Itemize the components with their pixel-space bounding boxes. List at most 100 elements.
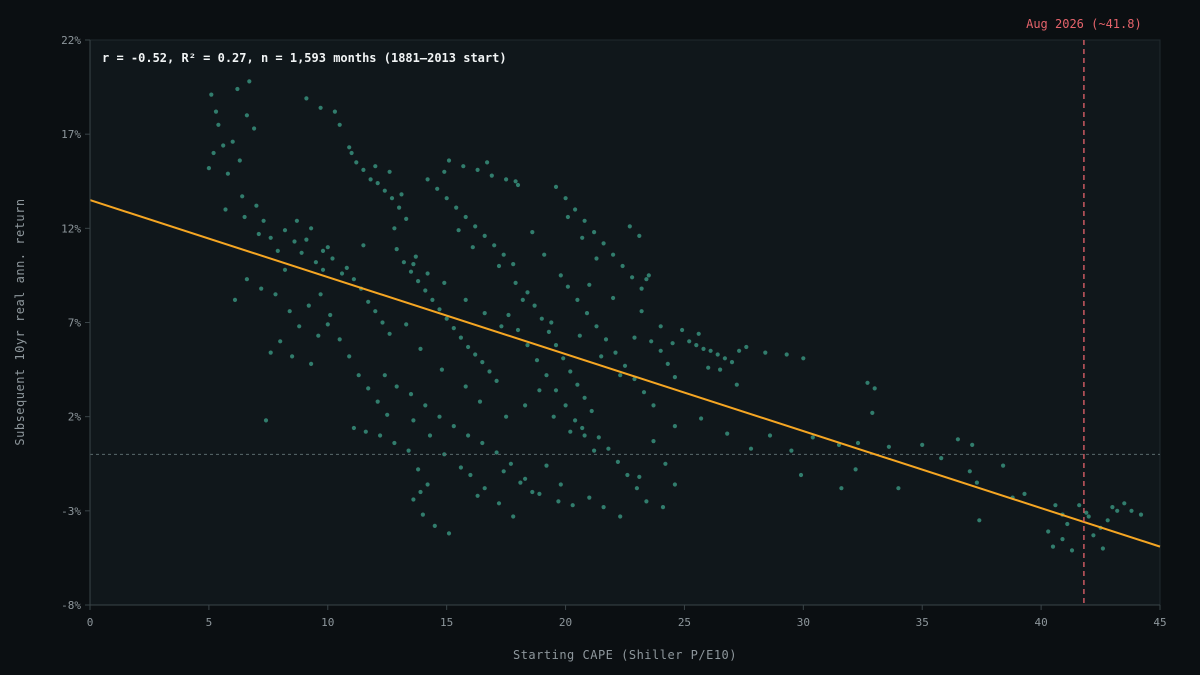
scatter-point-240	[1115, 508, 1120, 513]
scatter-point-168	[618, 514, 623, 519]
scatter-point-277	[542, 252, 547, 257]
scatter-point-162	[615, 459, 621, 464]
scatter-point-223	[955, 437, 961, 442]
scatter-point-110	[466, 433, 471, 438]
scatter-point-94	[463, 214, 468, 220]
y-axis-ticks: -8% -3% 2% 7% 12% 17% 22%	[61, 34, 90, 612]
scatter-point-116	[468, 472, 473, 478]
scatter-point-51	[382, 188, 387, 193]
scatter-point-208	[767, 433, 773, 438]
scatter-point-151	[575, 297, 580, 302]
scatter-point-95	[473, 224, 478, 229]
y-axis-title: Subsequent 10yr real ann. return	[13, 198, 27, 445]
scatter-point-130	[506, 312, 511, 318]
scatter-point-5	[237, 158, 242, 163]
scatter-point-150	[565, 284, 571, 289]
scatter-point-217	[853, 467, 858, 472]
scatter-point-311	[618, 373, 623, 378]
scatter-point-6	[244, 113, 249, 118]
scatter-point-211	[810, 435, 815, 440]
scatter-point-59	[356, 373, 361, 378]
scatter-point-189	[722, 356, 728, 361]
scatter-point-254	[223, 207, 228, 212]
scatter-point-304	[425, 271, 430, 276]
scatter-point-178	[639, 309, 644, 314]
scatter-point-205	[699, 416, 704, 421]
scatter-point-236	[1084, 510, 1089, 515]
scatter-point-313	[611, 295, 616, 301]
scatter-point-308	[549, 320, 554, 325]
scatter-point-165	[644, 499, 649, 504]
scatter-point-227	[977, 518, 982, 523]
scatter-point-173	[544, 463, 549, 468]
scatter-point-229	[1022, 491, 1027, 496]
scatter-point-219	[886, 444, 892, 449]
scatter-point-226	[967, 469, 972, 474]
scatter-point-81	[437, 307, 442, 312]
scatter-point-273	[456, 228, 461, 233]
scatter-point-79	[423, 288, 428, 293]
scatter-point-20	[320, 267, 326, 272]
scatter-point-18	[304, 237, 309, 242]
scatter-point-97	[492, 243, 497, 248]
scatter-point-305	[411, 262, 416, 267]
scatter-point-119	[511, 514, 516, 519]
scatter-point-175	[627, 224, 632, 229]
scatter-point-122	[539, 316, 544, 321]
scatter-point-176	[637, 233, 642, 238]
scatter-point-22	[259, 286, 264, 291]
scatter-point-307	[520, 297, 525, 302]
x-tick-label-0: 0	[87, 616, 94, 629]
scatter-point-111	[480, 440, 485, 446]
scatter-point-179	[649, 339, 654, 344]
scatter-point-50	[375, 181, 380, 186]
scatter-point-161	[606, 446, 611, 451]
scatter-point-248	[1053, 503, 1058, 508]
scatter-point-276	[530, 230, 535, 235]
scatter-point-137	[573, 418, 578, 423]
scatter-point-192	[744, 344, 749, 350]
scatter-point-300	[499, 324, 504, 329]
scatter-point-105	[515, 182, 521, 188]
scatter-point-52	[389, 196, 395, 201]
scatter-point-256	[304, 96, 309, 101]
scatter-point-172	[530, 489, 535, 495]
scatter-point-46	[347, 145, 352, 150]
scatter-point-42	[373, 309, 378, 314]
scatter-point-128	[582, 395, 587, 400]
scatter-point-136	[563, 403, 568, 408]
scatter-point-118	[496, 501, 502, 506]
scatter-point-197	[763, 350, 768, 355]
scatter-point-245	[1065, 521, 1070, 527]
scatter-point-250	[235, 86, 240, 92]
x-tick-label-1: 5	[206, 616, 213, 629]
x-tick-label-5: 25	[678, 616, 691, 629]
scatter-point-149	[639, 286, 644, 291]
scatter-point-246	[1086, 514, 1091, 519]
scatter-point-302	[463, 297, 468, 302]
scatter-point-101	[461, 164, 466, 169]
scatter-point-275	[496, 263, 502, 269]
scatter-point-107	[423, 403, 428, 408]
scatter-point-278	[558, 273, 563, 278]
scatter-point-155	[613, 350, 618, 355]
scatter-point-112	[494, 450, 499, 455]
scatter-point-84	[458, 335, 463, 340]
scatter-point-19	[313, 260, 318, 265]
scatter-point-35	[320, 248, 326, 253]
scatter-point-120	[525, 290, 530, 295]
scatter-point-45	[332, 109, 337, 114]
scatter-point-316	[565, 214, 571, 220]
scatter-point-65	[378, 433, 383, 438]
scatter-points	[206, 79, 1144, 553]
scatter-point-171	[570, 503, 575, 508]
scatter-point-104	[504, 177, 509, 182]
scatter-point-62	[385, 412, 390, 417]
scatter-point-265	[513, 179, 518, 184]
scatter-point-64	[363, 429, 368, 434]
scatter-point-37	[339, 271, 345, 276]
scatter-point-224	[970, 442, 975, 447]
scatter-point-249	[1060, 537, 1065, 542]
scatter-point-159	[651, 403, 656, 408]
